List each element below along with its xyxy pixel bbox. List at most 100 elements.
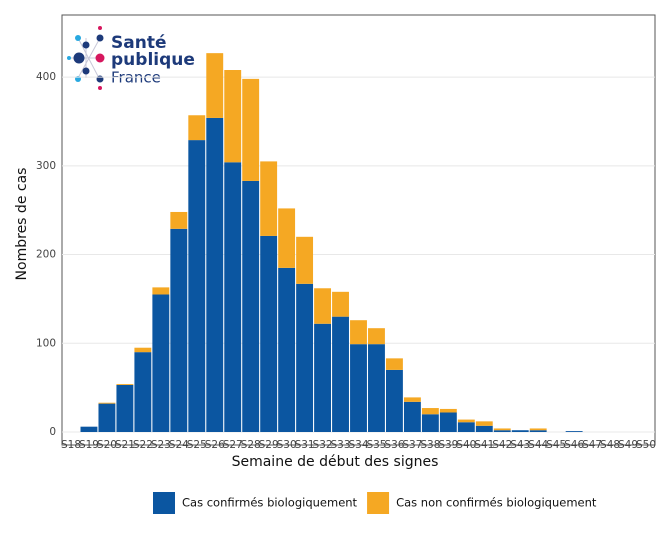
x-tick-label: S28 bbox=[241, 439, 261, 451]
bar bbox=[242, 180, 260, 432]
x-tick-label: S32 bbox=[313, 439, 333, 451]
x-tick-label: S42 bbox=[492, 439, 512, 451]
bar bbox=[332, 316, 349, 432]
y-axis-title: Nombres de cas bbox=[14, 168, 30, 281]
bar bbox=[98, 403, 116, 432]
bar bbox=[206, 117, 224, 432]
bar bbox=[80, 426, 98, 432]
x-tick-label: S18 bbox=[61, 439, 81, 451]
bar bbox=[296, 236, 314, 284]
bar bbox=[457, 419, 475, 423]
bar bbox=[457, 422, 475, 432]
x-tick-label: S33 bbox=[331, 439, 351, 451]
bar bbox=[134, 352, 152, 432]
x-axis-title: Semaine de début des signes bbox=[232, 454, 439, 470]
x-tick-label: S41 bbox=[474, 439, 494, 451]
logo-text: publique bbox=[111, 50, 195, 70]
x-tick-label: S37 bbox=[402, 439, 422, 451]
x-tick-label: S25 bbox=[187, 439, 207, 451]
x-tick-label: S29 bbox=[259, 439, 279, 451]
legend-swatch bbox=[153, 492, 175, 514]
bar bbox=[403, 401, 421, 432]
bar bbox=[98, 402, 116, 404]
bar bbox=[188, 115, 206, 141]
x-tick-label: S35 bbox=[366, 439, 386, 451]
bar bbox=[350, 320, 367, 345]
bar bbox=[152, 287, 170, 295]
bar bbox=[475, 421, 493, 426]
x-tick-label: S44 bbox=[528, 439, 548, 451]
x-tick-label: S36 bbox=[384, 439, 404, 451]
bar bbox=[350, 344, 367, 432]
bar bbox=[224, 162, 242, 432]
x-tick-label: S30 bbox=[277, 439, 297, 451]
bar bbox=[439, 412, 457, 432]
bar bbox=[152, 294, 170, 432]
bar bbox=[565, 431, 583, 432]
x-tick-label: S19 bbox=[79, 439, 99, 451]
logo: Santé publique France bbox=[67, 26, 195, 90]
bar bbox=[385, 369, 403, 432]
y-tick-label: 100 bbox=[36, 337, 56, 349]
bar bbox=[368, 344, 385, 432]
x-tick-label: S43 bbox=[510, 439, 530, 451]
x-tick-label: S49 bbox=[618, 439, 638, 451]
bar bbox=[493, 430, 511, 432]
bar bbox=[134, 347, 152, 353]
x-tick-label: S46 bbox=[564, 439, 584, 451]
x-tick-label: S24 bbox=[169, 439, 189, 451]
bar bbox=[332, 291, 349, 317]
legend-label: Cas confirmés biologiquement bbox=[182, 496, 358, 510]
x-tick-label: S23 bbox=[151, 439, 171, 451]
x-tick-label: S34 bbox=[348, 439, 368, 451]
x-tick-label: S22 bbox=[133, 439, 153, 451]
plot-frame bbox=[61, 14, 656, 446]
bar bbox=[385, 358, 403, 370]
bar bbox=[278, 267, 296, 432]
bar bbox=[260, 161, 278, 236]
bar bbox=[242, 78, 260, 181]
bar bbox=[439, 408, 457, 413]
bar bbox=[493, 428, 511, 431]
y-tick-label: 400 bbox=[36, 71, 56, 83]
x-tick-label: S20 bbox=[97, 439, 117, 451]
x-tick-label: S50 bbox=[636, 439, 656, 451]
y-tick-label: 0 bbox=[49, 426, 56, 438]
bar bbox=[260, 235, 278, 432]
bar bbox=[511, 430, 529, 432]
bar bbox=[188, 140, 206, 432]
logo-text: Santé bbox=[111, 33, 166, 53]
bar bbox=[475, 425, 493, 432]
bar bbox=[529, 428, 547, 431]
bar bbox=[314, 323, 332, 432]
x-tick-label: S39 bbox=[438, 439, 458, 451]
x-tick-label: S21 bbox=[115, 439, 135, 451]
bar bbox=[170, 228, 188, 432]
x-tick-label: S48 bbox=[600, 439, 620, 451]
y-tick-label: 300 bbox=[36, 160, 56, 172]
x-tick-label: S27 bbox=[223, 439, 243, 451]
x-tick-label: S45 bbox=[546, 439, 566, 451]
bar bbox=[421, 408, 439, 415]
bar bbox=[170, 211, 188, 229]
bar bbox=[529, 430, 547, 432]
legend-label: Cas non confirmés biologiquement bbox=[396, 496, 597, 510]
x-tick-label: S31 bbox=[295, 439, 315, 451]
bar bbox=[421, 414, 439, 432]
bar bbox=[116, 384, 134, 385]
bar bbox=[278, 208, 296, 268]
y-tick-label: 200 bbox=[36, 249, 56, 261]
bar bbox=[206, 53, 224, 118]
bar bbox=[296, 283, 314, 432]
bar bbox=[224, 70, 242, 163]
bar bbox=[368, 328, 385, 345]
x-tick-label: S26 bbox=[205, 439, 225, 451]
x-tick-label: S40 bbox=[456, 439, 476, 451]
bar bbox=[314, 288, 332, 324]
x-tick-label: S38 bbox=[420, 439, 440, 451]
x-tick-label: S47 bbox=[582, 439, 602, 451]
legend-swatch bbox=[367, 492, 390, 514]
bar bbox=[403, 397, 421, 402]
bar bbox=[116, 384, 134, 432]
